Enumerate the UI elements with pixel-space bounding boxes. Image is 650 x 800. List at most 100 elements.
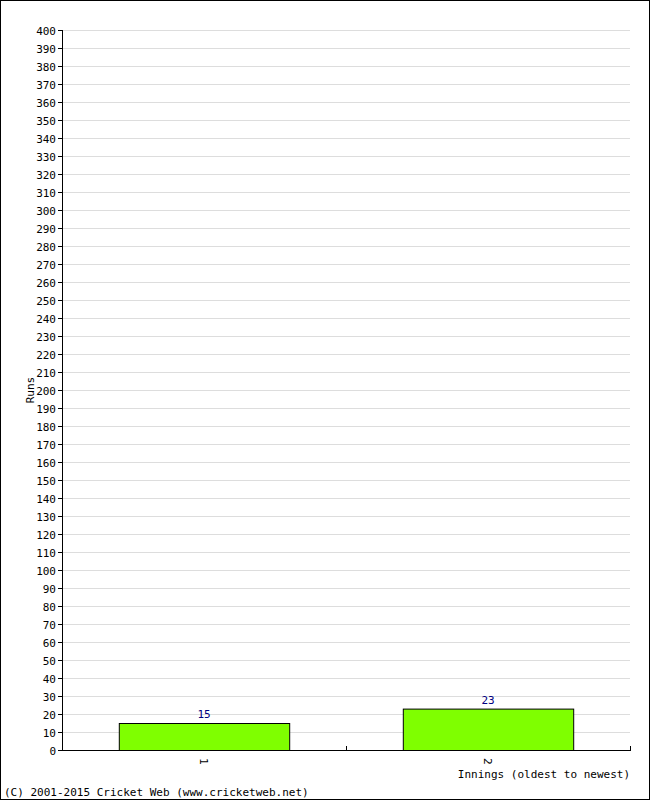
y-tick-label: 160 [36, 457, 56, 470]
x-axis [62, 750, 631, 751]
grid-line [62, 426, 630, 427]
y-tick-label: 100 [36, 565, 56, 578]
grid-line [62, 570, 630, 571]
y-tick-label: 40 [43, 673, 56, 686]
grid-line [62, 174, 630, 175]
grid-line [62, 390, 630, 391]
y-tick-label: 290 [36, 223, 56, 236]
y-tick-label: 200 [36, 385, 56, 398]
grid-line [62, 462, 630, 463]
y-tick-label: 300 [36, 205, 56, 218]
y-tick-label: 400 [36, 25, 56, 38]
y-tick [58, 336, 62, 337]
y-tick [58, 588, 62, 589]
y-tick [58, 390, 62, 391]
grid-line [62, 120, 630, 121]
y-tick [58, 66, 62, 67]
y-axis-label: Runs [24, 377, 37, 404]
y-tick [58, 318, 62, 319]
y-tick-label: 80 [43, 601, 56, 614]
data-label: 15 [197, 708, 210, 721]
y-tick-label: 370 [36, 79, 56, 92]
y-tick-label: 230 [36, 331, 56, 344]
y-tick-label: 190 [36, 403, 56, 416]
y-tick [58, 624, 62, 625]
grid-line [62, 192, 630, 193]
y-tick [58, 120, 62, 121]
y-tick [58, 84, 62, 85]
y-tick-label: 70 [43, 619, 56, 632]
grid-line [62, 678, 630, 679]
y-tick [58, 408, 62, 409]
credit: (C) 2001-2015 Cricket Web (www.cricketwe… [4, 786, 309, 799]
y-tick-label: 170 [36, 439, 56, 452]
y-tick-label: 130 [36, 511, 56, 524]
grid-line [62, 606, 630, 607]
y-tick-label: 240 [36, 313, 56, 326]
y-tick [58, 192, 62, 193]
x-boundary-tick [346, 746, 347, 750]
grid-line [62, 210, 630, 211]
y-tick-label: 50 [43, 655, 56, 668]
bars [119, 709, 573, 750]
y-tick [58, 534, 62, 535]
y-tick-label: 180 [36, 421, 56, 434]
y-tick [58, 102, 62, 103]
grid-line [62, 228, 630, 229]
grid-line [62, 498, 630, 499]
y-tick [58, 354, 62, 355]
y-tick-label: 260 [36, 277, 56, 290]
y-tick-label: 140 [36, 493, 56, 506]
x-boundary-tick [630, 746, 631, 750]
y-tick [58, 642, 62, 643]
y-tick-label: 150 [36, 475, 56, 488]
grid-line [62, 444, 630, 445]
y-tick [58, 228, 62, 229]
grid-line [62, 750, 630, 751]
bar [403, 709, 573, 750]
grid-line [62, 660, 630, 661]
y-tick-label: 340 [36, 133, 56, 146]
y-tick-label: 390 [36, 43, 56, 56]
y-tick-label: 330 [36, 151, 56, 164]
grid-line [62, 246, 630, 247]
grid-line [62, 642, 630, 643]
grid-line [62, 408, 630, 409]
y-tick-label: 320 [36, 169, 56, 182]
grid-line [62, 102, 630, 103]
y-tick-label: 310 [36, 187, 56, 200]
y-tick-label: 270 [36, 259, 56, 272]
y-tick-label: 60 [43, 637, 56, 650]
bar [119, 724, 289, 751]
grid-line [62, 138, 630, 139]
y-tick [58, 210, 62, 211]
y-tick [58, 552, 62, 553]
grid-line [62, 696, 630, 697]
y-tick-label: 380 [36, 61, 56, 74]
y-tick-label: 220 [36, 349, 56, 362]
grid-line [62, 300, 630, 301]
y-tick-label: 10 [43, 727, 56, 740]
y-tick [58, 138, 62, 139]
grid-line [62, 66, 630, 67]
y-tick [58, 48, 62, 49]
y-axis [62, 30, 63, 751]
y-tick-label: 360 [36, 97, 56, 110]
y-tick [58, 660, 62, 661]
y-tick [58, 732, 62, 733]
border [1, 1, 650, 800]
y-tick [58, 606, 62, 607]
chart-svg: 0102030405060708090100110120130140150160… [0, 0, 650, 800]
y-tick-label: 280 [36, 241, 56, 254]
y-tick [58, 696, 62, 697]
x-tick-label: 1 [197, 758, 210, 765]
y-tick-label: 210 [36, 367, 56, 380]
y-tick-label: 90 [43, 583, 56, 596]
y-tick-label: 120 [36, 529, 56, 542]
grid-line [62, 552, 630, 553]
grid-line [62, 516, 630, 517]
y-tick [58, 174, 62, 175]
grid-line [62, 156, 630, 157]
y-tick [58, 480, 62, 481]
grid-line [62, 588, 630, 589]
